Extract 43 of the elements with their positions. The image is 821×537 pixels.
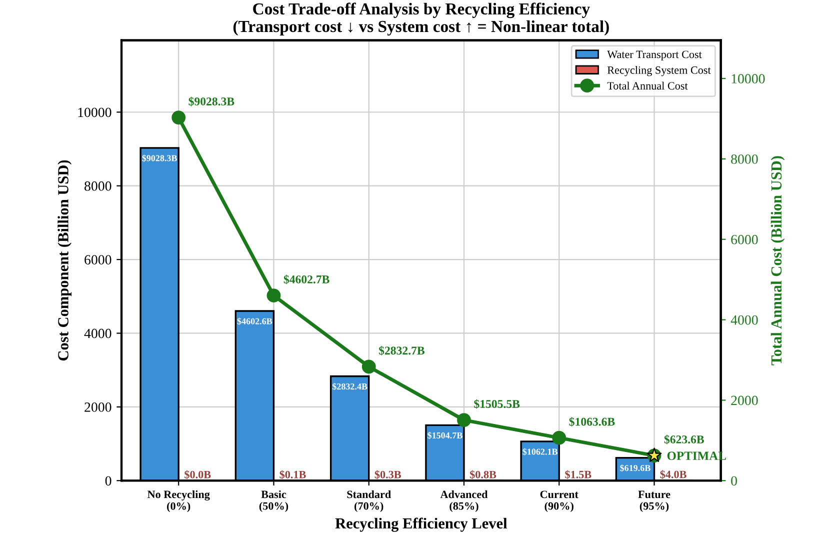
- data-label: $4.0B: [660, 470, 686, 479]
- x-tick-label: Basic (50%): [259, 490, 288, 512]
- y2-tick-label: 0: [731, 476, 737, 486]
- data-label: $1504.7B: [428, 432, 462, 440]
- x-tick-label: Standard (70%): [347, 490, 391, 512]
- data-label: $1.5B: [565, 470, 592, 480]
- y-tick-label: 4000: [84, 328, 112, 338]
- y-axis-title: Cost Component (Billion USD): [58, 160, 72, 360]
- data-label: $4602.6B: [237, 318, 272, 325]
- data-label: $2832.7B: [378, 346, 424, 356]
- data-label: $623.6B: [664, 434, 704, 444]
- x-tick-label: Current (90%): [540, 490, 578, 512]
- data-label: $0.0B: [184, 470, 211, 480]
- chart-title: Cost Trade-off Analysis by Recycling Efficiency (Transport cost ↓ vs System cost ↑ = Non-linear total): [233, 2, 609, 36]
- data-label: $9028.3B: [142, 154, 177, 162]
- data-label: $0.8B: [470, 470, 496, 480]
- x-tick-label: Future (95%): [638, 490, 670, 512]
- x-tick-label: No Recycling (0%): [147, 490, 210, 512]
- x-axis-title: Recycling Efficiency Level: [335, 518, 508, 532]
- y-tick-label: 8000: [84, 181, 112, 191]
- data-label: $2832.4B: [332, 382, 368, 390]
- data-label: $619.6B: [620, 464, 650, 472]
- data-label: $9028.3B: [188, 96, 234, 106]
- data-label: $4602.7B: [284, 274, 330, 284]
- y-tick-label: 2000: [84, 402, 112, 412]
- y-tick-label: 10000: [78, 108, 112, 118]
- data-label: $0.3B: [374, 470, 401, 480]
- legend-label: Recycling System Cost: [607, 66, 711, 76]
- y2-axis-title: Total Annual Cost (Billion USD): [770, 156, 785, 366]
- legend-label: Water Transport Cost: [607, 50, 702, 60]
- data-label: $1505.5B: [474, 399, 520, 409]
- x-tick-label: Advanced (85%): [440, 490, 488, 512]
- y2-tick-label: 2000: [731, 396, 758, 406]
- y2-tick-label: 6000: [731, 234, 758, 244]
- y-tick-label: 0: [105, 476, 112, 486]
- legend-label: Total Annual Cost: [607, 82, 688, 90]
- data-label: $1063.6B: [569, 417, 615, 427]
- data-label: $1062.1B: [522, 448, 558, 456]
- data-label: $0.1B: [280, 470, 306, 480]
- y2-tick-label: 8000: [731, 154, 758, 164]
- y2-tick-label: 4000: [730, 315, 758, 325]
- y-tick-label: 6000: [84, 255, 112, 264]
- y2-tick-label: 10000: [732, 74, 765, 84]
